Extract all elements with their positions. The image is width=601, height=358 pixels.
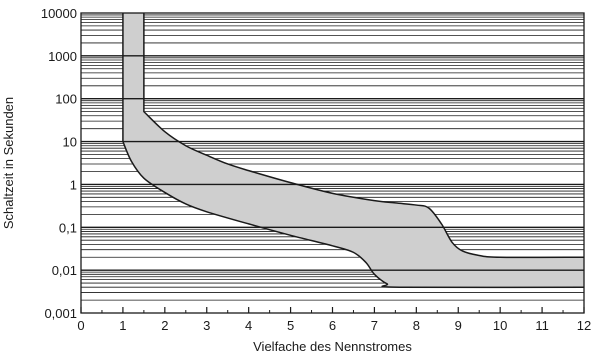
y-tick-label: 0,001 xyxy=(44,306,77,321)
grid-major xyxy=(81,55,584,271)
x-tick-label: 10 xyxy=(493,318,507,333)
x-tick-label: 11 xyxy=(535,318,549,333)
x-tick-label: 5 xyxy=(287,318,294,333)
y-axis-title: Schaltzeit in Sekunden xyxy=(1,97,16,229)
x-tick-label: 0 xyxy=(77,318,84,333)
y-tick-label: 0,1 xyxy=(59,220,77,235)
y-tick-label: 10000 xyxy=(41,6,77,21)
x-tick-label: 9 xyxy=(455,318,462,333)
x-axis-title: Vielfache des Nennstromes xyxy=(253,339,412,354)
y-axis-tick-labels: 0,001 0,01 0,1 1 10 100 1000 10000 xyxy=(41,6,77,321)
y-tick-label: 1 xyxy=(70,177,77,192)
y-tick-label: 0,01 xyxy=(52,263,77,278)
lower-curve-line xyxy=(122,13,585,289)
x-tick-label: 4 xyxy=(245,318,252,333)
y-tick-label: 10 xyxy=(63,135,77,150)
x-tick-label: 7 xyxy=(371,318,378,333)
x-tick-label: 12 xyxy=(577,318,591,333)
x-axis-tick-labels: 0 1 2 3 4 5 6 7 8 9 10 11 12 xyxy=(77,318,591,333)
x-tick-label: 1 xyxy=(119,318,126,333)
x-tick-label: 2 xyxy=(161,318,168,333)
upper-curve-line xyxy=(143,13,585,259)
x-tick-label: 8 xyxy=(413,318,420,333)
tripping-band xyxy=(122,13,585,288)
y-tick-label: 1000 xyxy=(48,49,77,64)
grid-minor xyxy=(81,14,584,301)
x-tick-label: 6 xyxy=(329,318,336,333)
x-tick-label: 3 xyxy=(203,318,210,333)
x-axis-ticks xyxy=(80,307,585,313)
y-tick-label: 100 xyxy=(55,92,77,107)
